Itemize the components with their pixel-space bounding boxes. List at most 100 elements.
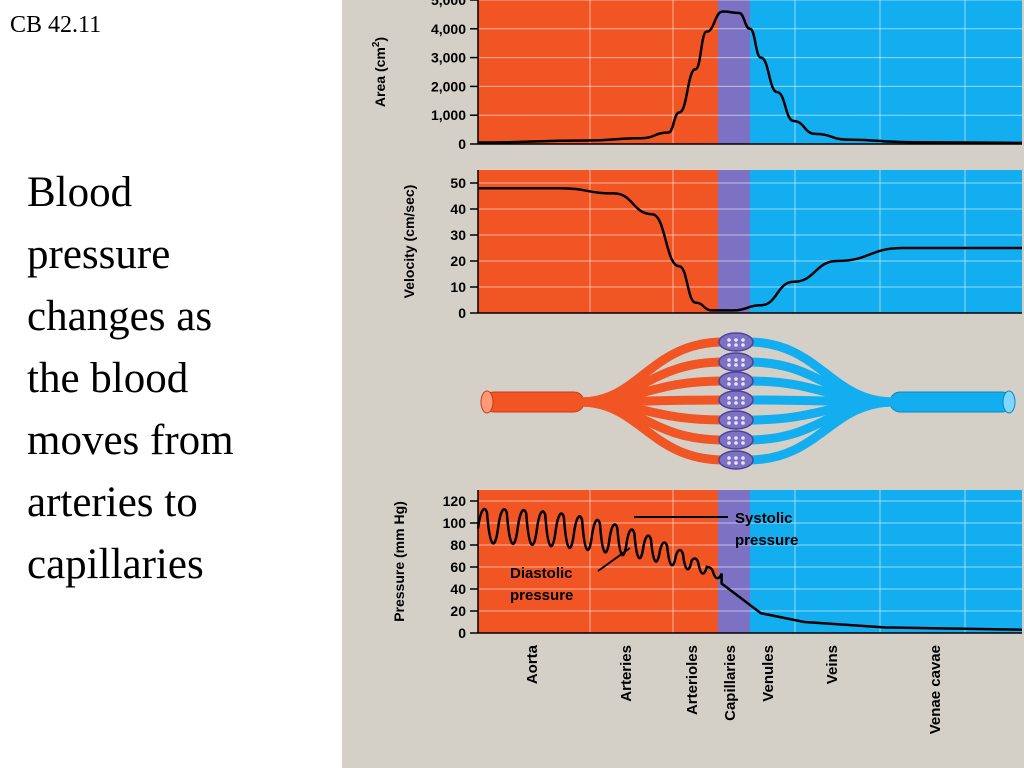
capillary-dot [741, 436, 745, 440]
y-tick-label: 40 [450, 581, 466, 597]
capillary-dot [727, 421, 731, 425]
vessel-label: Aorta [524, 644, 541, 684]
artery-zone [478, 0, 718, 144]
capillary-dot [734, 358, 738, 362]
capillary-bed [718, 430, 754, 450]
capillary-dot [734, 401, 738, 405]
capillary-dot [741, 338, 745, 342]
capillary-dot [741, 441, 745, 445]
capillary-dot [734, 338, 738, 342]
caption: Blood pressure changes as the blood move… [27, 162, 327, 596]
capillary-dot [741, 343, 745, 347]
capillary-dot [741, 456, 745, 460]
slide-code: CB 42.11 [10, 12, 102, 38]
capillary-dot [734, 377, 738, 381]
caption-line: Blood [27, 169, 133, 216]
vessel-label: Arteries [618, 645, 635, 702]
y-tick-label: 3,000 [431, 50, 466, 66]
diastolic-label: pressure [510, 587, 573, 604]
capillary-dot [734, 436, 738, 440]
y-tick-label: 10 [450, 279, 466, 295]
pressure-chart: 0 20 40 60 80 100 120 Pressure (mm Hg) Systolic p… [391, 490, 1023, 641]
y-tick-label: 80 [450, 537, 466, 553]
y-tick-label: 60 [450, 559, 466, 575]
y-tick-label: 0 [458, 136, 466, 152]
capillary-dot [734, 343, 738, 347]
capillary-dot [734, 461, 738, 465]
aorta-tube [483, 391, 585, 413]
capillary-dot [727, 416, 731, 420]
capillary-dot [727, 377, 731, 381]
capillary-dot [727, 401, 731, 405]
capillary-bed [718, 371, 754, 391]
capillary-dot [741, 382, 745, 386]
capillary-dot [727, 436, 731, 440]
y-tick-label: 0 [458, 625, 466, 641]
capillary-bed [718, 410, 754, 430]
capillary-bed [718, 352, 754, 372]
capillary-dot [727, 396, 731, 400]
caption-line: moves from [27, 417, 234, 464]
pressure-trace [476, 507, 1023, 631]
capillary-dot [741, 377, 745, 381]
y-tick-label: 5,000 [431, 0, 466, 8]
data-line [478, 186, 1022, 312]
vena-cava-opening [1002, 390, 1016, 414]
capillary-dot [734, 416, 738, 420]
capillary-zone [718, 170, 750, 313]
caption-line: the blood [27, 355, 189, 402]
vein-zone [750, 0, 1022, 144]
y-tick-label: 50 [450, 175, 466, 191]
capillary-dot [741, 401, 745, 405]
diastolic-leader-line [597, 547, 631, 572]
y-axis-label: Pressure (mm Hg) [391, 501, 407, 622]
capillary-dot [741, 461, 745, 465]
venule-branch [743, 397, 899, 465]
y-tick-label: 2,000 [431, 78, 466, 94]
y-axis-label-close: ) [372, 37, 388, 42]
y-tick-label: 4,000 [431, 21, 466, 37]
capillary-dot [727, 358, 731, 362]
arteriole-branch [575, 397, 729, 465]
vessel-label: Venules [760, 645, 777, 702]
y-axis-label-superscript: 2 [371, 41, 382, 47]
capillary-dot [741, 421, 745, 425]
capillary-dot [727, 382, 731, 386]
aorta-opening [480, 390, 494, 414]
vessel-label: Capillaries [722, 645, 739, 721]
capillary-dot [727, 363, 731, 367]
vessel-network-illustration [480, 332, 1016, 470]
capillary-dot [741, 416, 745, 420]
velocity-chart: 0 10 20 30 40 50 Velocity (cm/sec) [401, 170, 1022, 321]
artery-zone [478, 170, 718, 313]
caption-line: changes as [27, 293, 213, 340]
caption-line: pressure [27, 231, 171, 278]
y-tick-label: 20 [450, 253, 466, 269]
capillary-dot [741, 363, 745, 367]
y-tick-label: 30 [450, 227, 466, 243]
capillary-dot [727, 441, 731, 445]
capillary-dot [741, 358, 745, 362]
capillary-bed [718, 390, 754, 410]
y-axis-label-text: Area (cm [372, 47, 388, 107]
vessel-label: Venae cavae [927, 645, 944, 734]
capillary-dot [727, 456, 731, 460]
y-tick-label: 120 [443, 493, 467, 509]
y-axis-label-text: Pressure (mm Hg) [391, 501, 407, 622]
y-axis-label-text: Velocity (cm/sec) [401, 185, 417, 299]
area-chart: 0 1,000 2,000 3,000 4,000 5,000 Area (cm2) [371, 0, 1023, 152]
y-tick-label: 40 [450, 201, 466, 217]
y-tick-label: 100 [443, 515, 467, 531]
capillary-dot [727, 338, 731, 342]
y-tick-label: 20 [450, 603, 466, 619]
capillary-zone [718, 490, 750, 633]
data-line [477, 10, 1023, 145]
capillary-dot [734, 363, 738, 367]
capillary-dot [727, 461, 731, 465]
y-tick-label: 1,000 [431, 107, 466, 123]
vein-zone [750, 170, 1022, 313]
capillary-dot [734, 382, 738, 386]
systolic-label: Systolic [735, 510, 793, 527]
artery-zone [478, 490, 718, 633]
